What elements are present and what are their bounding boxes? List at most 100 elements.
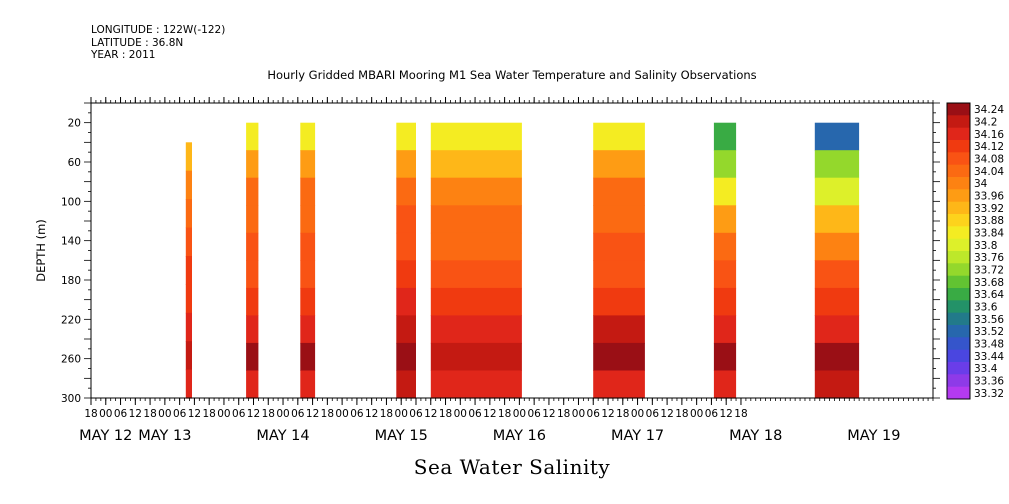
data-cell [814, 122, 860, 151]
x-tick-label: 00 [513, 408, 526, 420]
y-tick-label: 260 [61, 354, 81, 366]
colorbar-swatch [947, 349, 970, 363]
colorbar-label: 33.96 [974, 191, 1004, 203]
x-tick-label: 12 [542, 408, 555, 420]
x-tick-label: 18 [557, 408, 570, 420]
colorbar-swatch [947, 226, 970, 239]
colorbar-label: 33.84 [974, 228, 1004, 240]
colorbar-label: 33.76 [974, 252, 1004, 264]
y-tick-label: 100 [61, 196, 81, 208]
x-tick-label: 18 [262, 408, 275, 420]
x-tick-label: 18 [202, 408, 215, 420]
colorbar-swatch [947, 152, 970, 165]
data-cell [430, 260, 522, 289]
x-tick-label: 06 [527, 408, 541, 420]
x-day-label: MAY 15 [375, 428, 428, 444]
colorbar-label: 34.24 [974, 104, 1004, 116]
colorbar-swatch [947, 288, 970, 301]
x-tick-label: 06 [705, 408, 719, 420]
data-cell [396, 315, 416, 344]
data-cell [300, 370, 316, 399]
data-cell [185, 199, 192, 229]
colorbar-label: 34.12 [974, 141, 1004, 153]
metadata-block: LONGITUDE : 122W(-122) LATITUDE : 36.8N … [91, 24, 225, 62]
colorbar-swatch [947, 201, 970, 215]
colorbar-label: 33.52 [974, 326, 1004, 338]
data-cell [814, 232, 860, 261]
x-tick-label: 00 [631, 408, 644, 420]
data-cell [430, 287, 522, 316]
data-cell [713, 342, 737, 371]
x-tick-label: 00 [217, 408, 230, 420]
colorbar-swatch [947, 275, 970, 289]
colorbar-swatch [947, 325, 970, 338]
x-tick-label: 12 [483, 408, 496, 420]
data-cell [713, 260, 737, 289]
x-tick-label: 12 [188, 408, 201, 420]
data-cell [246, 315, 259, 344]
data-cell [246, 177, 259, 206]
colorbar-swatch [947, 374, 970, 387]
colorbar: 34.2434.234.1634.1234.0834.043433.9633.9… [946, 102, 1004, 400]
x-tick-label: 06 [350, 408, 364, 420]
data-cell [593, 260, 645, 289]
x-day-label: MAY 19 [847, 428, 900, 444]
colorbar-swatch [947, 140, 970, 153]
y-tick-label: 60 [68, 157, 81, 169]
data-cell [185, 142, 192, 172]
x-tick-label: 06 [232, 408, 246, 420]
data-cell [593, 177, 645, 206]
colorbar-label: 33.56 [974, 314, 1004, 326]
x-tick-label: 06 [468, 408, 482, 420]
data-cell [430, 370, 522, 399]
x-tick-label: 00 [335, 408, 348, 420]
data-cell [300, 177, 316, 206]
colorbar-swatch [947, 251, 970, 264]
data-cell [396, 122, 416, 151]
data-cell [593, 287, 645, 316]
colorbar-label: 34 [974, 178, 988, 190]
data-cell [430, 205, 522, 234]
x-tick-label: 18 [616, 408, 629, 420]
y-axis-title: DEPTH (m) [34, 219, 48, 282]
data-cell [246, 287, 259, 316]
data-blocks [185, 122, 860, 399]
x-tick-label: 12 [129, 408, 142, 420]
data-cell [814, 287, 860, 316]
x-tick-label: 06 [646, 408, 660, 420]
data-cell [430, 177, 522, 206]
colorbar-swatch [947, 127, 970, 141]
y-tick-label: 220 [61, 314, 81, 326]
x-tick-label: 12 [601, 408, 614, 420]
y-tick-label: 140 [61, 236, 81, 248]
data-cell [185, 227, 192, 257]
data-cell [593, 232, 645, 261]
data-cell [593, 150, 645, 179]
colorbar-label: 33.48 [974, 339, 1004, 351]
data-cell [246, 342, 259, 371]
x-tick-label: 18 [321, 408, 334, 420]
data-cell [300, 315, 316, 344]
year-label: YEAR : 2011 [91, 49, 156, 61]
data-cell [396, 260, 416, 289]
x-tick-label: 18 [675, 408, 688, 420]
colorbar-swatch [947, 177, 970, 190]
data-cell [814, 205, 860, 234]
latitude-label: LATITUDE : 36.8N [91, 36, 184, 49]
colorbar-swatch [947, 263, 970, 276]
data-cell [185, 256, 192, 285]
x-tick-label: 18 [380, 408, 393, 420]
data-cell [713, 370, 737, 399]
x-tick-label: 18 [84, 408, 97, 420]
x-day-label: MAY 12 [79, 428, 132, 444]
data-cell [814, 342, 860, 371]
data-cell [300, 205, 316, 234]
x-day-label: MAY 13 [138, 428, 191, 444]
x-tick-label: 00 [99, 408, 112, 420]
x-tick-label: 12 [424, 408, 437, 420]
colorbar-swatch [947, 386, 970, 400]
x-tick-label: 00 [690, 408, 703, 420]
data-cell [593, 122, 645, 151]
colorbar-label: 34.16 [974, 129, 1004, 141]
x-tick-label: 12 [660, 408, 673, 420]
